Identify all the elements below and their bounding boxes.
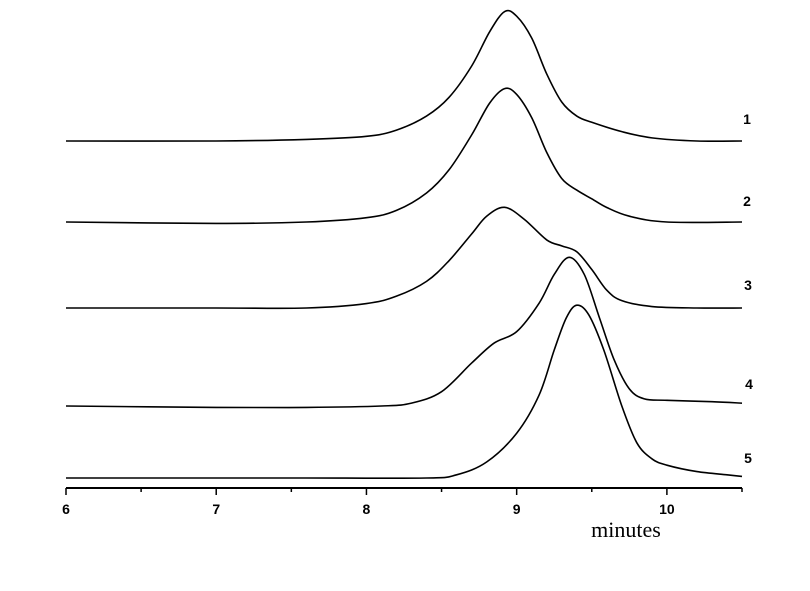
x-tick-label: 7 [212,501,220,517]
trace-2-label: 2 [743,193,751,209]
x-tick-label: 8 [363,501,371,517]
trace-5-line [66,304,743,480]
traces-group [65,9,743,480]
trace-5-label: 5 [744,450,752,466]
trace-1-label: 1 [743,111,751,127]
trace-3-label: 3 [744,277,752,293]
trace-4-line [65,256,743,409]
x-axis-title: minutes [591,517,661,542]
x-tick-label: 9 [513,501,521,517]
trace-2-line [65,87,743,225]
trace-labels-group: 1 2 3 4 5 [743,111,753,466]
x-axis: 6 7 8 9 10 [62,487,743,517]
trace-4-label: 4 [745,376,753,392]
x-tick-label: 10 [659,501,675,517]
trace-1-line [65,9,743,143]
trace-3-line [65,206,743,310]
x-tick-label: 6 [62,501,70,517]
